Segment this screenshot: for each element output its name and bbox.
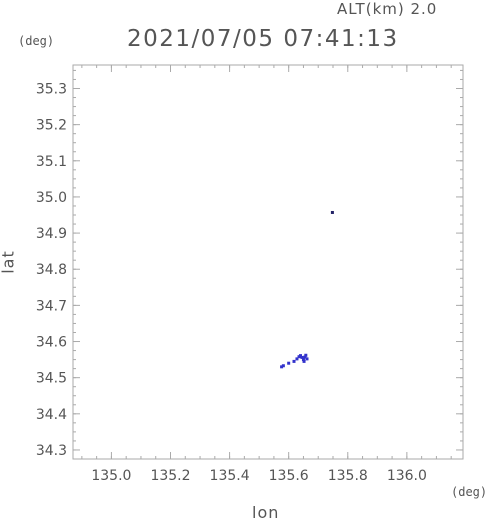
chart-title-timestamp: 2021/07/05 07:41:13 xyxy=(127,26,399,52)
x-tick-label: 135.0 xyxy=(91,468,131,484)
data-point xyxy=(304,353,308,357)
altitude-label: ALT(km) 2.0 xyxy=(337,0,438,18)
x-axis-label: lon xyxy=(252,503,280,522)
data-point xyxy=(330,210,334,214)
data-point xyxy=(299,354,302,358)
y-tick-label: 35.3 xyxy=(36,81,67,97)
x-tick-label: 135.4 xyxy=(210,468,250,484)
y-axis-unit: (deg) xyxy=(18,34,55,48)
x-tick-label: 136.0 xyxy=(387,468,427,484)
y-tick-label: 34.4 xyxy=(36,407,67,423)
data-point xyxy=(281,364,285,368)
y-tick-label: 34.8 xyxy=(36,262,67,278)
y-tick-label: 34.6 xyxy=(36,335,67,351)
tick-marks xyxy=(73,65,463,459)
y-tick-label: 35.0 xyxy=(36,190,67,206)
x-tick-label: 135.2 xyxy=(150,468,190,484)
data-points xyxy=(280,210,334,369)
y-tick-label: 34.7 xyxy=(36,298,67,314)
y-tick-label: 34.9 xyxy=(36,226,67,242)
plot-frame xyxy=(72,64,464,460)
y-tick-label: 35.1 xyxy=(36,154,67,170)
x-axis-unit: (deg) xyxy=(451,485,488,499)
x-tick-label: 135.6 xyxy=(269,468,309,484)
y-tick-label: 34.3 xyxy=(36,443,67,459)
data-point xyxy=(303,355,307,359)
data-point xyxy=(302,359,306,363)
data-point xyxy=(300,355,304,359)
data-point xyxy=(295,357,299,361)
data-point xyxy=(292,359,296,363)
data-point xyxy=(287,361,291,365)
y-tick-label: 35.2 xyxy=(36,118,67,134)
data-point xyxy=(301,358,305,362)
tick-labels: 135.0 135.2 135.4 135.6 135.8 136.0 34.3 34.4 34… xyxy=(36,81,427,484)
x-tick-label: 135.8 xyxy=(328,468,368,484)
data-point xyxy=(280,365,284,369)
y-tick-label: 34.5 xyxy=(36,371,67,387)
data-point xyxy=(305,357,309,361)
